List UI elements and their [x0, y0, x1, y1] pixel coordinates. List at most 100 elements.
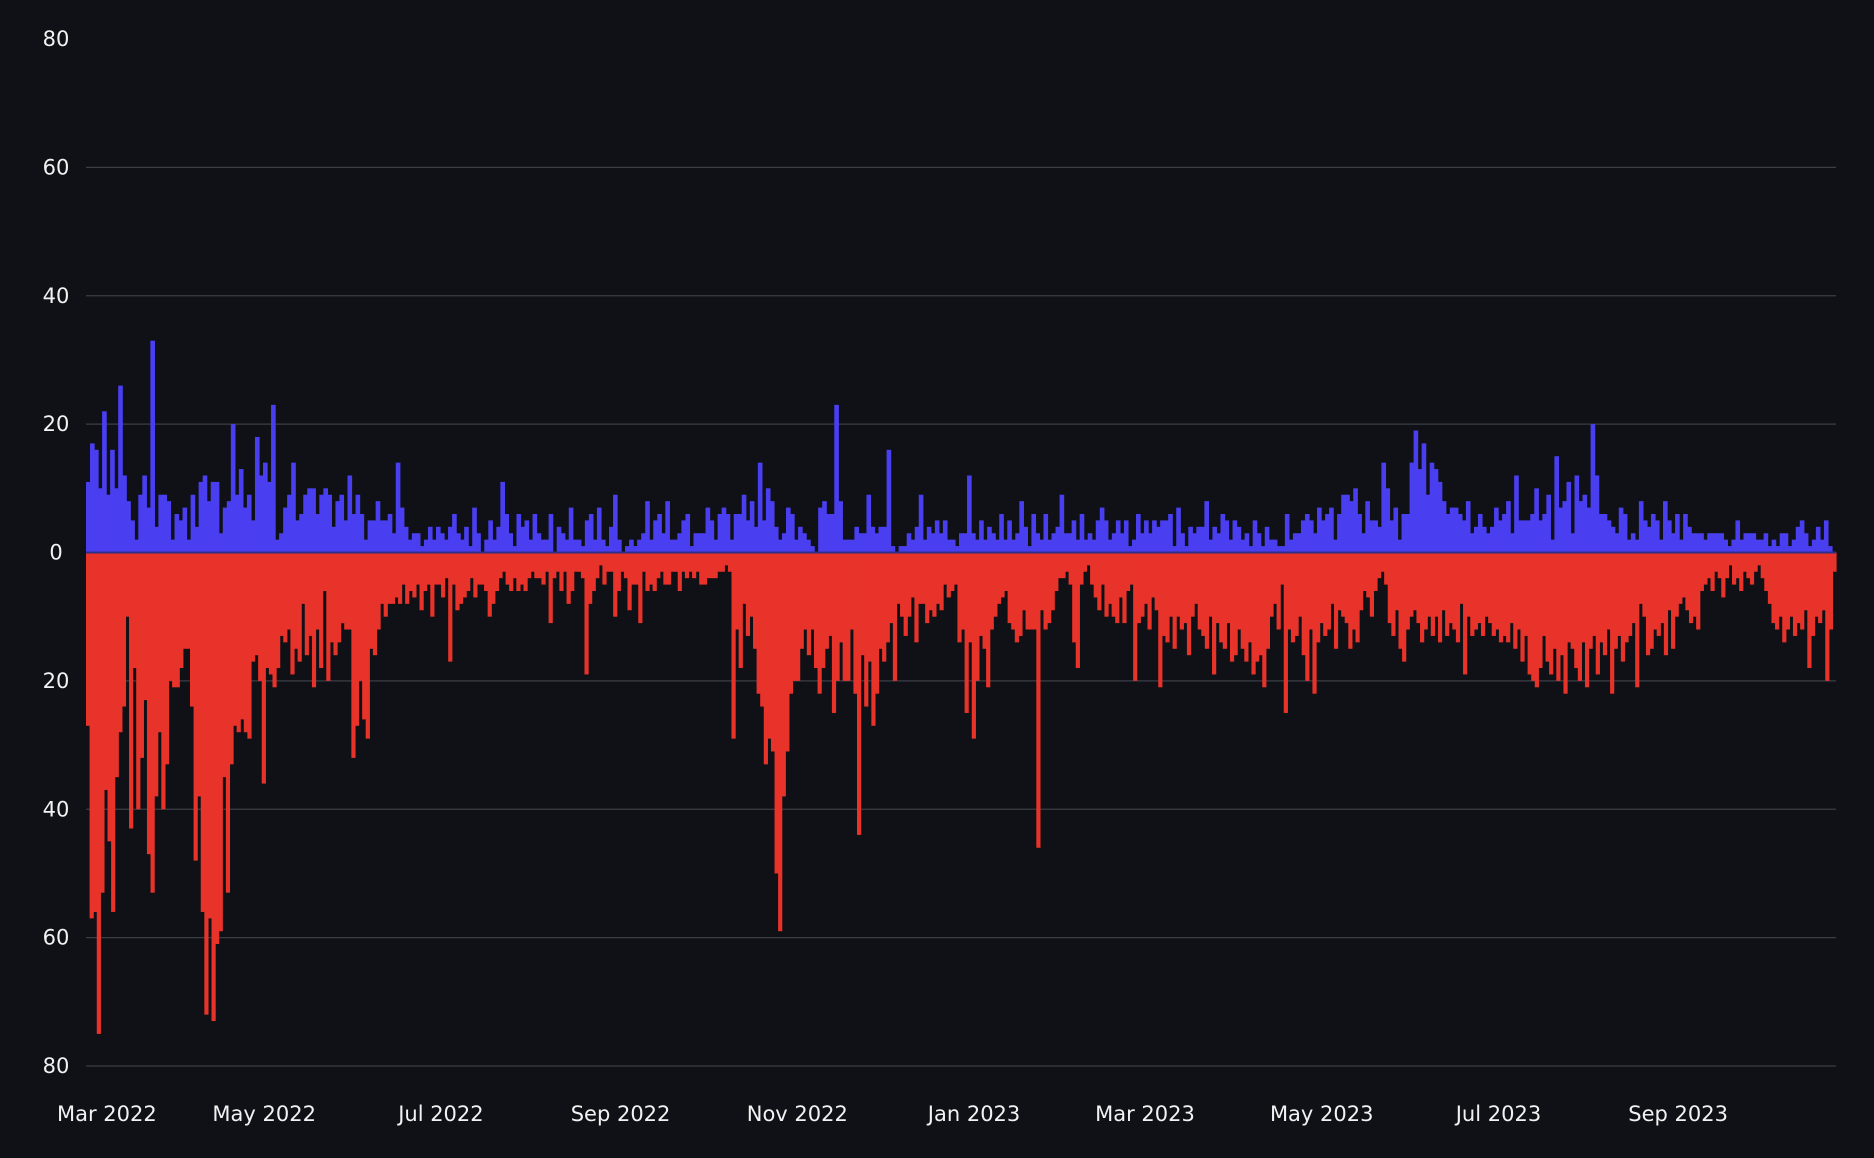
negative-bar — [749, 552, 754, 617]
positive-bar — [1550, 539, 1555, 553]
positive-bar — [1638, 501, 1644, 553]
negative-bar — [1803, 552, 1808, 611]
negative-bar — [1133, 552, 1138, 681]
negative-bar — [1244, 552, 1249, 662]
positive-bar — [765, 488, 771, 553]
negative-bar — [724, 552, 729, 566]
negative-bar — [1757, 552, 1762, 566]
positive-bar — [1582, 494, 1588, 553]
positive-bar — [1333, 539, 1338, 553]
negative-bar — [555, 552, 560, 572]
positive-bar — [311, 488, 316, 553]
positive-bar — [520, 526, 526, 553]
negative-bar — [878, 552, 883, 649]
negative-bar — [1305, 552, 1310, 681]
negative-bar — [1391, 552, 1396, 636]
positive-bar — [540, 539, 546, 553]
negative-bar — [1036, 552, 1041, 848]
positive-bar — [548, 513, 554, 553]
negative-bar — [1688, 552, 1694, 624]
negative-bar — [362, 552, 367, 720]
negative-bar — [301, 552, 306, 604]
negative-bar — [1190, 552, 1195, 617]
negative-bar — [778, 552, 783, 932]
negative-bar — [1294, 552, 1299, 636]
negative-bar — [674, 552, 679, 572]
negative-bar — [1394, 552, 1400, 611]
negative-bar — [494, 552, 499, 592]
positive-bar — [922, 539, 928, 553]
negative-bar — [1610, 552, 1615, 694]
positive-bar — [126, 501, 131, 553]
negative-bar — [731, 552, 736, 739]
negative-bar — [1814, 552, 1819, 617]
negative-bar — [1014, 552, 1019, 643]
negative-bar — [953, 552, 959, 585]
positive-bar — [1079, 513, 1085, 553]
negative-bar — [1183, 552, 1188, 624]
negative-bar — [1825, 552, 1830, 681]
negative-bar — [261, 552, 266, 784]
positive-bar — [737, 513, 743, 553]
negative-bar — [699, 552, 704, 585]
negative-bar — [584, 552, 589, 675]
negative-bar — [1477, 552, 1482, 624]
negative-bar — [591, 552, 596, 592]
positive-bar — [496, 526, 501, 553]
positive-bar — [1502, 513, 1507, 553]
negative-bar — [448, 552, 453, 662]
negative-bar — [1168, 552, 1174, 617]
negative-bar — [602, 552, 607, 585]
negative-bar — [649, 552, 654, 585]
positive-bar — [673, 539, 678, 553]
positive-bar — [1345, 494, 1350, 553]
x-axis-ticks: Mar 2022 May 2022 Jul 2022 Sep 2022 Nov 2022… — [57, 1102, 1728, 1126]
positive-bar — [1325, 513, 1330, 553]
positive-bar — [958, 533, 964, 553]
positive-bar — [1083, 539, 1089, 553]
positive-bar — [1779, 533, 1785, 553]
negative-bar — [118, 552, 123, 733]
y-axis-ticks: 80 60 40 20 0 20 40 60 80 — [43, 27, 70, 1078]
negative-bar — [1298, 552, 1303, 617]
negative-bar — [1057, 552, 1063, 579]
positive-bar — [178, 520, 184, 553]
negative-bar — [971, 552, 976, 739]
negative-bar — [1559, 552, 1565, 656]
negative-bar — [903, 552, 908, 636]
negative-bar — [1240, 552, 1245, 649]
negative-bar — [767, 552, 772, 739]
negative-bar — [1445, 552, 1450, 636]
positive-bar — [431, 539, 437, 553]
positive-bar — [1731, 539, 1737, 553]
negative-bar — [129, 552, 134, 829]
negative-bar — [1269, 552, 1274, 617]
negative-bar — [803, 552, 808, 630]
positive-bar — [1558, 507, 1564, 553]
positive-bar — [625, 546, 630, 553]
negative-bar — [580, 552, 586, 579]
negative-bar — [121, 552, 127, 707]
positive-bar — [1317, 507, 1322, 553]
positive-bar — [222, 507, 228, 553]
x-tick-label: Mar 2023 — [1095, 1102, 1195, 1126]
negative-bar — [1115, 552, 1120, 624]
negative-bar — [1717, 552, 1722, 579]
negative-bar — [268, 552, 274, 675]
negative-bar — [530, 552, 535, 572]
positive-bar — [633, 546, 638, 553]
positive-bar — [882, 526, 888, 553]
negative-bar — [1100, 552, 1106, 585]
positive-bar — [1313, 533, 1318, 553]
positive-bar — [600, 539, 606, 553]
negative-bar — [1158, 552, 1163, 688]
negative-bar — [297, 552, 302, 662]
negative-bar — [677, 552, 682, 592]
negative-bar — [1800, 552, 1805, 630]
positive-bar — [1296, 533, 1302, 553]
negative-bar — [1437, 552, 1443, 643]
negative-bar — [1703, 552, 1708, 585]
positive-bar — [1703, 539, 1708, 553]
negative-bar — [720, 552, 725, 572]
positive-bar — [299, 513, 304, 553]
